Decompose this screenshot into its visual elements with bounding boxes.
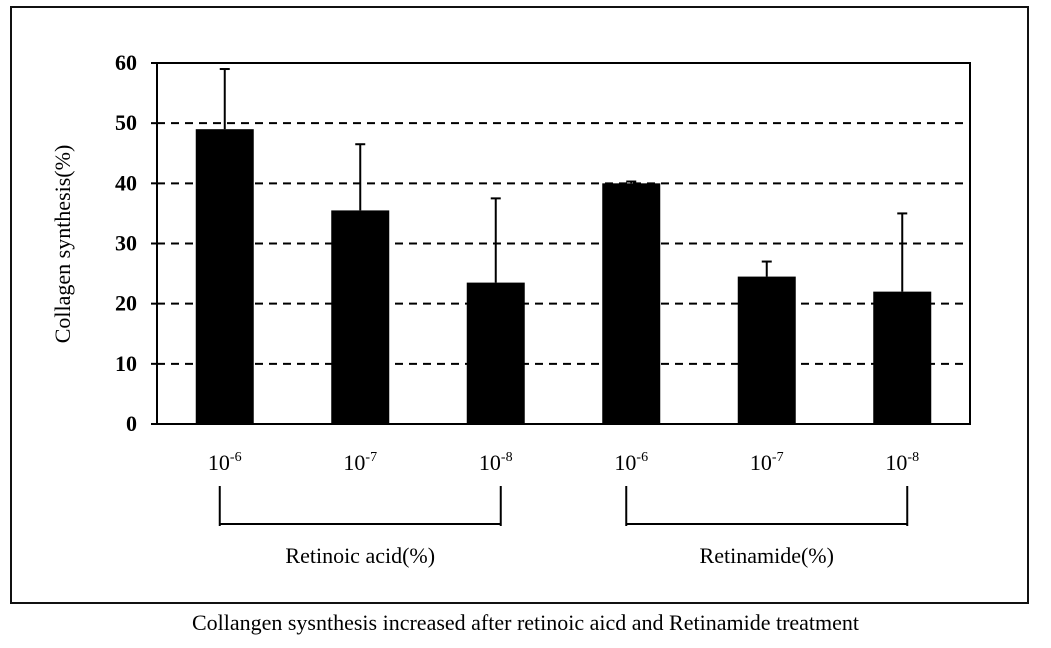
- bar: [873, 291, 932, 424]
- y-tick-label: 50: [115, 110, 137, 135]
- y-tick-label: 60: [115, 50, 137, 75]
- x-tick-label: 10-7: [343, 450, 377, 475]
- y-tick-label: 30: [115, 231, 137, 256]
- x-tick-label: 10-6: [614, 450, 648, 475]
- y-tick-label: 20: [115, 291, 137, 316]
- bar: [331, 210, 390, 424]
- x-tick-labels: 10-6 10-7 10-8 10-6 10-7 10-8: [208, 450, 919, 475]
- y-tick-label: 40: [115, 170, 137, 195]
- bar: [466, 282, 525, 424]
- y-axis-label: Collagen synthesis(%): [50, 145, 75, 344]
- y-axis-ticks: 0 10 20 30 40 50 60: [115, 50, 157, 436]
- grid-lines: [157, 122, 970, 365]
- bars: [195, 68, 932, 424]
- y-tick-label: 10: [115, 351, 137, 376]
- bar: [602, 183, 661, 424]
- figure-caption: Collangen sysnthesis increased after ret…: [191, 610, 860, 635]
- x-tick-label: 10-7: [750, 450, 784, 475]
- x-tick-label: 10-6: [208, 450, 242, 475]
- x-tick-label: 10-8: [885, 450, 919, 475]
- figure-frame: [10, 6, 1029, 604]
- x-tick-label: 10-8: [479, 450, 513, 475]
- group-label: Retinamide(%): [700, 543, 834, 568]
- group-brackets: Retinoic acid(%) Retinamide(%): [218, 486, 909, 568]
- group-label: Retinoic acid(%): [285, 543, 435, 568]
- bar: [195, 129, 254, 424]
- bar: [737, 276, 796, 424]
- y-tick-label: 0: [126, 411, 137, 436]
- bar-chart: 0 10 20 30 40 50 60 10-6 10-7 10-8 10-6 10-7 10-8 R…: [50, 50, 971, 568]
